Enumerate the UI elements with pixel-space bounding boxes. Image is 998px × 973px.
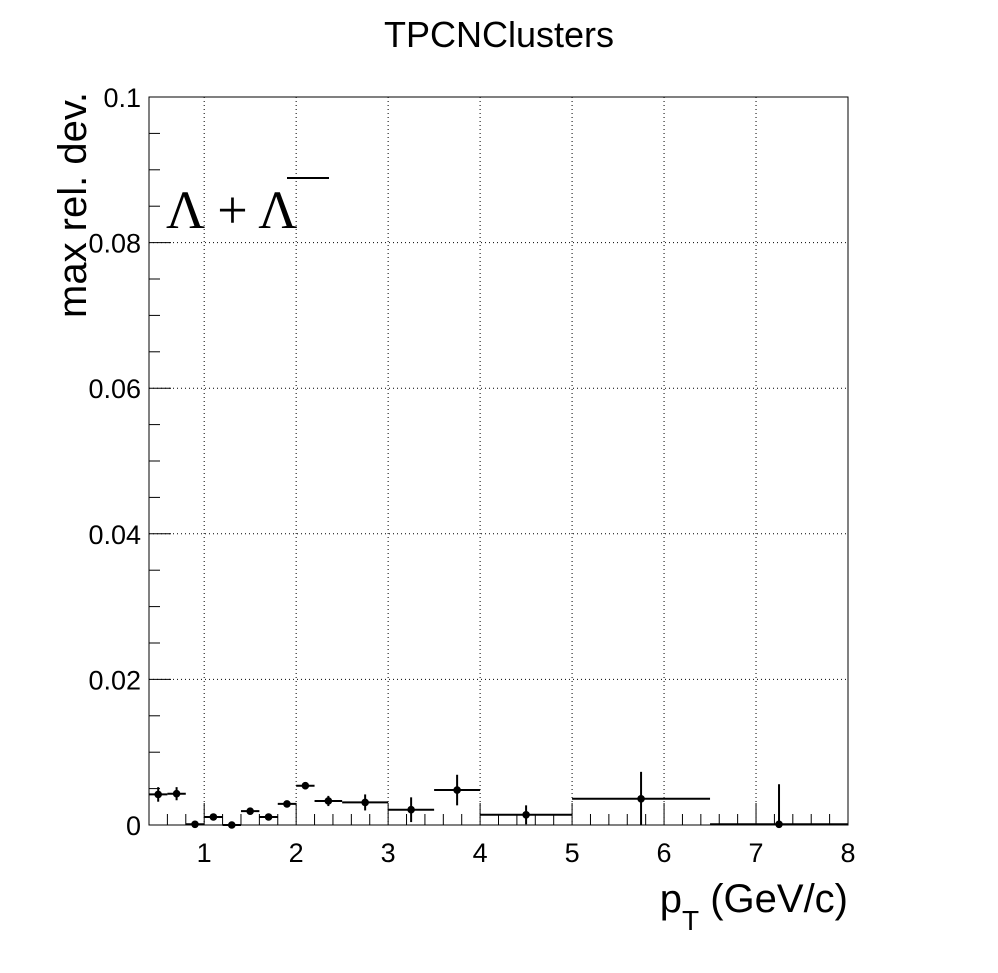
data-point [480, 805, 573, 825]
x-axis-label-unit: (GeV/c) [699, 877, 848, 921]
data-point [222, 821, 241, 829]
data-point [314, 795, 343, 807]
data-point [342, 794, 389, 811]
y-tick-label: 0.04 [88, 520, 141, 550]
x-tick-label: 8 [840, 838, 855, 868]
point-marker [301, 781, 310, 790]
chart-title: TPCNClusters [384, 14, 614, 55]
particle-annotation: Λ + Λ [166, 180, 297, 240]
x-tick-label: 3 [381, 838, 396, 868]
point-marker [283, 800, 291, 808]
point-marker [191, 820, 199, 829]
point-marker [264, 813, 273, 821]
data-point [167, 787, 186, 801]
y-axis-label: max rel. dev. [51, 92, 95, 318]
y-tick-label: 0.1 [103, 83, 141, 113]
plot-frame [148, 96, 849, 826]
tick-labels: 1 2 3 4 5 6 7 8 0 0.02 0.04 0.06 0.08 0.1 [88, 83, 855, 868]
x-axis-label-main: p [660, 877, 682, 921]
point-marker [775, 820, 783, 829]
data-point [149, 787, 168, 802]
x-tick-label: 2 [289, 838, 304, 868]
x-tick-label: 5 [565, 838, 580, 868]
point-marker [522, 811, 530, 819]
y-tick-label: 0.02 [88, 665, 141, 695]
x-tick-label: 4 [473, 838, 488, 868]
grid [149, 97, 848, 825]
data-points [149, 771, 848, 829]
point-marker [246, 807, 254, 815]
data-point [240, 807, 260, 815]
point-marker [154, 790, 162, 799]
point-marker [227, 821, 236, 829]
point-marker [361, 798, 369, 807]
point-marker [637, 794, 645, 803]
x-tick-label: 6 [657, 838, 672, 868]
data-point [296, 781, 315, 790]
point-marker [172, 789, 181, 798]
data-point [388, 797, 435, 823]
data-point [277, 800, 297, 808]
data-point [204, 813, 223, 821]
x-tick-label: 7 [749, 838, 764, 868]
data-point [572, 771, 711, 825]
point-marker [324, 797, 333, 805]
y-tick-label: 0.06 [88, 374, 141, 404]
y-tick-label: 0 [126, 811, 141, 841]
point-marker [453, 786, 461, 794]
data-point [434, 774, 481, 806]
point-marker [209, 813, 218, 821]
y-tick-label: 0.08 [88, 229, 141, 259]
x-axis-label: pT (GeV/c) [660, 877, 848, 936]
data-point [710, 784, 848, 829]
data-point [259, 813, 278, 821]
x-tick-label: 1 [197, 838, 212, 868]
point-marker [407, 805, 415, 814]
data-point [185, 820, 205, 829]
x-axis-label-sub: T [682, 905, 699, 936]
